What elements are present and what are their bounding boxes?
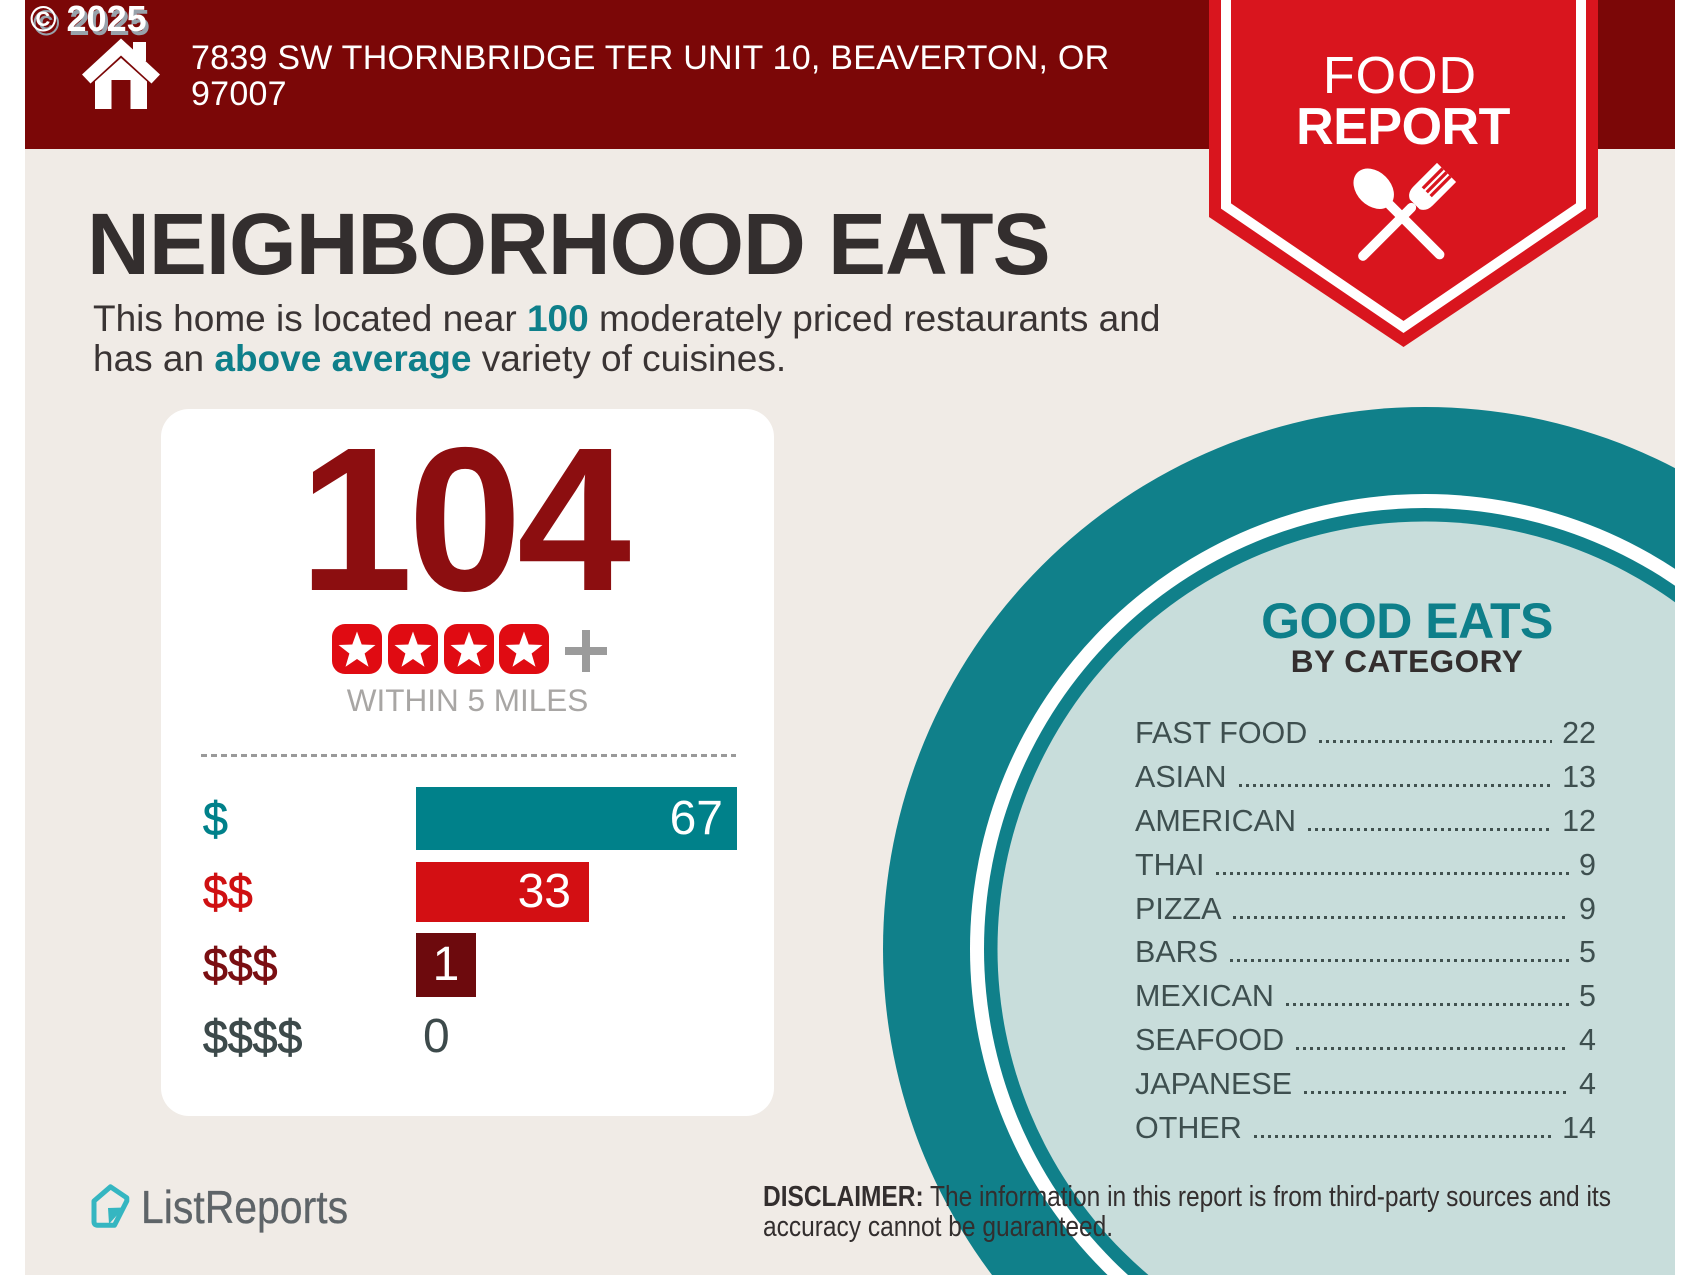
svg-text:FOOD: FOOD (1323, 47, 1477, 105)
svg-text:REPORT: REPORT (1296, 98, 1510, 156)
